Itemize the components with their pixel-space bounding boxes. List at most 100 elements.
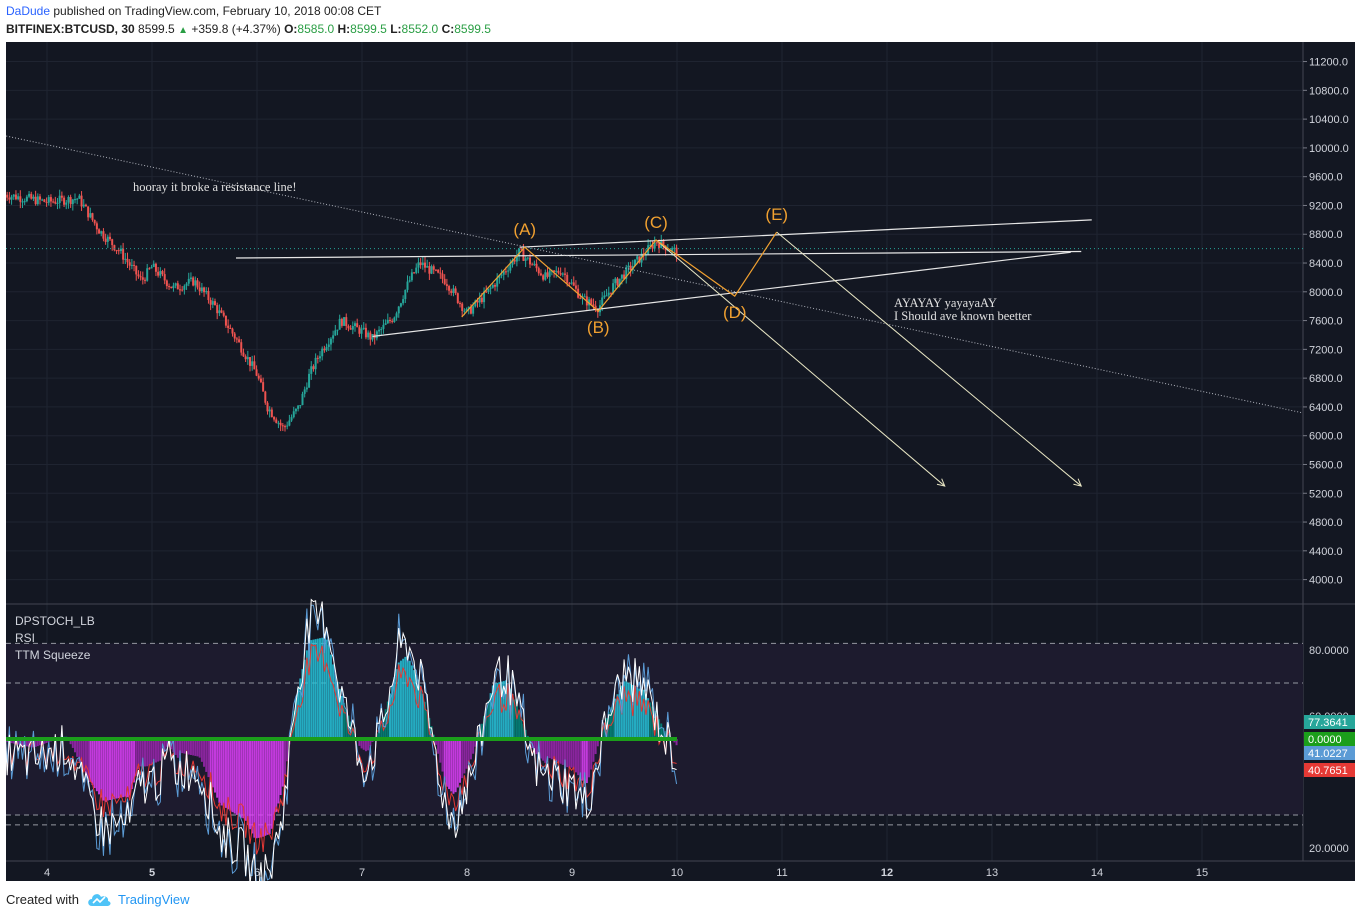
price-tick-label: 10400.0 — [1309, 114, 1349, 126]
candle-body — [421, 262, 424, 266]
candle-body — [52, 201, 55, 203]
chart-area[interactable]: 11200.0 10800.0 10400.0 10000.0 9600.0 9200.0… — [6, 42, 1355, 881]
candle-body — [535, 263, 538, 269]
trendlines — [6, 135, 1302, 487]
histogram-bar — [119, 739, 122, 798]
histogram-bar — [585, 739, 588, 784]
candle-body — [98, 229, 101, 234]
histogram-bar — [109, 739, 111, 800]
candle-body — [397, 306, 400, 314]
histogram-bar — [561, 739, 564, 765]
histogram-bar — [273, 739, 276, 821]
histogram-bar — [408, 660, 411, 739]
histogram-bar — [141, 739, 144, 767]
histogram-bar — [395, 669, 398, 739]
histogram-bar — [360, 739, 363, 749]
histogram-bar — [259, 739, 262, 838]
time-tick-label: 15 — [1196, 867, 1208, 879]
histogram-bar — [130, 739, 133, 790]
candle-body — [485, 291, 488, 293]
price-tick-label: 6000.0 — [1309, 431, 1343, 443]
tradingview-cloud-icon — [88, 894, 111, 906]
histogram-bar — [152, 739, 155, 764]
candle-body — [244, 356, 247, 360]
candle-body — [43, 199, 46, 202]
candle-body — [369, 332, 372, 340]
indicator-label-rsi[interactable]: RSI — [15, 631, 36, 645]
histogram-bar — [406, 656, 409, 739]
candle-body — [102, 231, 105, 239]
candle-body — [494, 285, 496, 287]
histogram-bar — [325, 639, 328, 739]
histogram-bar — [165, 739, 168, 747]
histogram-bar — [17, 739, 20, 745]
projection-arrow-line — [776, 231, 1082, 487]
candle-body — [498, 275, 501, 279]
candle-body — [437, 269, 440, 273]
candle-body — [432, 266, 435, 270]
histogram-bar — [367, 739, 370, 751]
histogram-bar — [154, 739, 157, 763]
candle-body — [441, 273, 444, 279]
candle-body — [395, 313, 398, 318]
candle-body — [192, 277, 195, 286]
histogram-bar — [277, 739, 280, 804]
histogram-bar — [579, 739, 582, 778]
candle-body — [467, 306, 470, 309]
candle-body — [439, 272, 442, 274]
histogram-bar — [21, 739, 24, 746]
histogram-bar — [364, 739, 367, 752]
candle-body — [264, 391, 267, 403]
price-tick-label: 6800.0 — [1309, 373, 1343, 385]
histogram-bar — [568, 739, 571, 769]
candle-body — [23, 201, 26, 203]
histogram-bar — [113, 739, 116, 800]
histogram-bar — [515, 705, 518, 739]
candle-body — [71, 199, 74, 205]
histogram-bar — [25, 739, 28, 747]
indicator-label-dpstoch[interactable]: DPSTOCH_LB — [15, 614, 95, 628]
candle-body — [443, 278, 446, 285]
candle-body — [364, 327, 367, 338]
price-tick-label: 11200.0 — [1309, 57, 1348, 69]
candle-body — [159, 271, 162, 276]
candle-body — [240, 342, 243, 353]
histogram-bar — [511, 693, 514, 739]
histogram-bar — [297, 687, 300, 739]
candle-body — [588, 299, 591, 306]
histogram-bar — [329, 654, 332, 739]
indicator-label-ttm-squeeze[interactable]: TTM Squeeze — [15, 648, 91, 662]
candle-body — [82, 204, 85, 207]
indicator-value-text: 77.3641 — [1308, 717, 1348, 729]
tradingview-link[interactable]: TradingView — [118, 892, 190, 907]
author-link[interactable]: DaDude — [6, 4, 51, 18]
histogram-bar — [240, 739, 243, 818]
histogram-bar — [430, 726, 433, 739]
price-chart[interactable]: 11200.0 10800.0 10400.0 10000.0 9600.0 9200.0… — [6, 42, 1355, 881]
histogram-bar — [95, 739, 98, 792]
histogram-bar — [104, 739, 107, 802]
candle-body — [469, 306, 472, 314]
created-with-text: Created with — [6, 892, 79, 907]
histogram-bar — [135, 739, 138, 776]
price-tick-label: 4400.0 — [1309, 546, 1343, 558]
trendline — [235, 250, 1082, 259]
candle-body — [638, 256, 641, 263]
candle-body — [509, 264, 512, 271]
candle-body — [84, 204, 87, 207]
histogram-bar — [115, 739, 118, 799]
candle-body — [259, 378, 262, 383]
candle-body — [618, 278, 621, 286]
candle-body — [561, 273, 564, 275]
histogram-bar — [179, 739, 181, 756]
histogram-bar — [192, 739, 195, 756]
candle-body — [513, 259, 516, 262]
histogram-bar — [343, 702, 346, 739]
candle-body — [360, 328, 363, 334]
histogram-bar — [574, 739, 577, 773]
price-tick-label: 10800.0 — [1309, 85, 1349, 97]
price-tick-label: 9600.0 — [1309, 172, 1343, 184]
wave-label: (E) — [765, 205, 788, 224]
footer: Created with TradingView — [0, 881, 1361, 917]
candle-body — [336, 329, 339, 331]
